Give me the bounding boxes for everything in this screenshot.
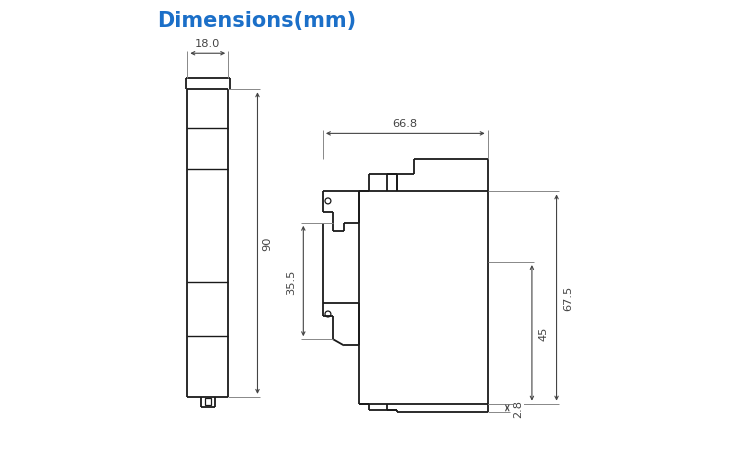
Text: 67.5: 67.5: [562, 285, 573, 310]
Text: 45: 45: [538, 326, 548, 341]
Text: 18.0: 18.0: [195, 39, 220, 49]
Text: 35.5: 35.5: [286, 269, 296, 294]
Text: 2.8: 2.8: [514, 399, 523, 417]
Text: 90: 90: [262, 236, 272, 251]
Text: 66.8: 66.8: [393, 119, 418, 129]
Bar: [205, 398, 211, 405]
Text: Dimensions(mm): Dimensions(mm): [158, 11, 356, 31]
